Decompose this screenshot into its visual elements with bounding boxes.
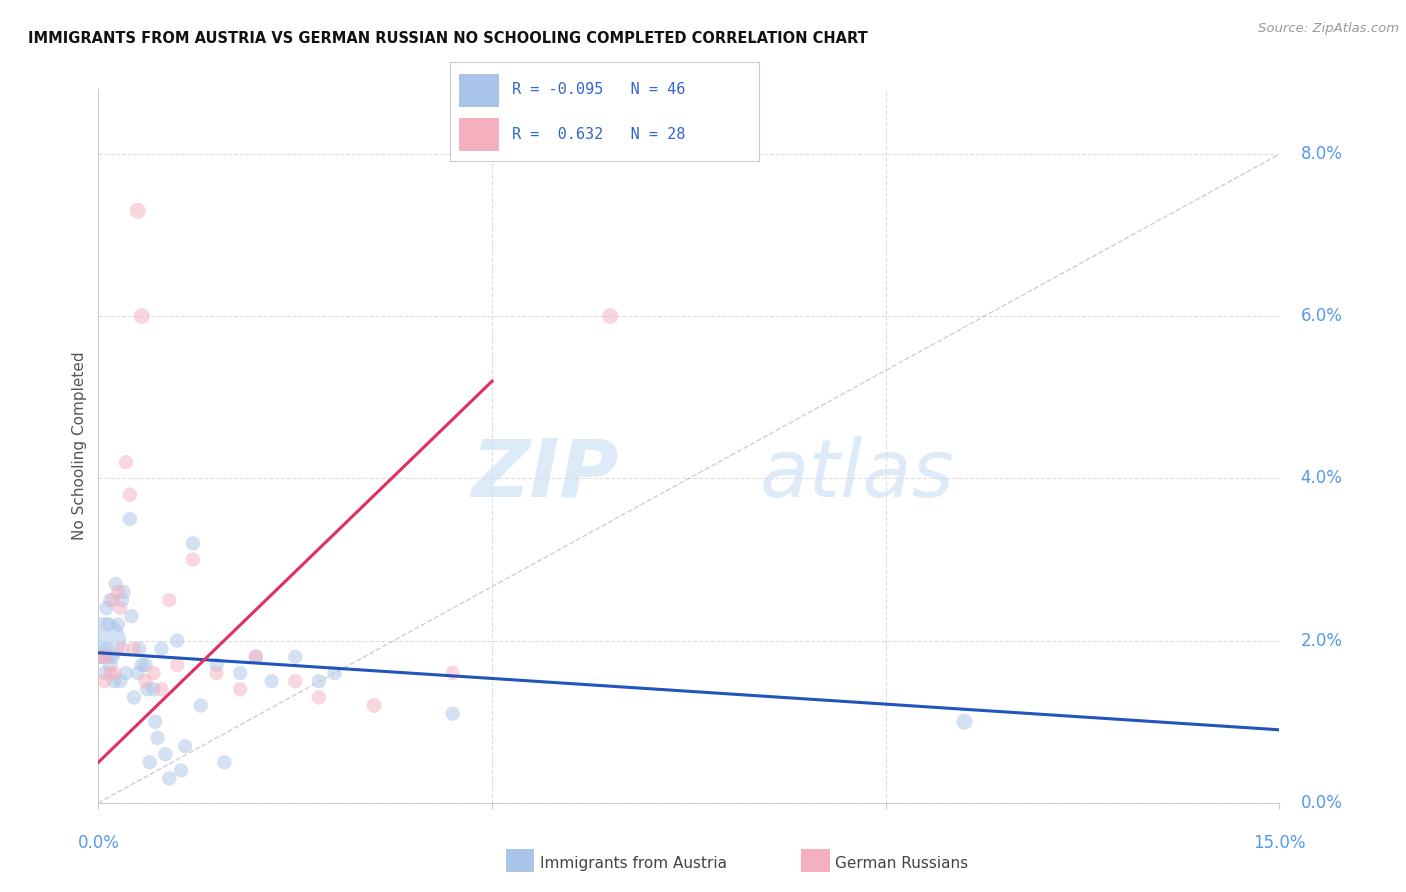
- Point: [91, 649, 114, 664]
- Point: [96, 601, 118, 615]
- Point: [96, 649, 118, 664]
- Bar: [460, 74, 499, 107]
- Point: [174, 739, 197, 753]
- Point: [441, 706, 464, 721]
- Point: [111, 641, 134, 656]
- Point: [146, 731, 169, 745]
- Point: [205, 666, 228, 681]
- Point: [363, 698, 385, 713]
- Point: [953, 714, 976, 729]
- Point: [131, 310, 153, 324]
- Point: [103, 674, 125, 689]
- Point: [150, 641, 173, 656]
- Point: [112, 585, 135, 599]
- Point: [143, 714, 166, 729]
- Point: [170, 764, 193, 778]
- Point: [157, 593, 180, 607]
- Text: 0.0%: 0.0%: [1301, 794, 1343, 812]
- Point: [131, 657, 153, 672]
- Point: [107, 617, 129, 632]
- Text: ZIP: ZIP: [471, 435, 619, 514]
- Point: [157, 772, 180, 786]
- Text: R =  0.632   N = 28: R = 0.632 N = 28: [512, 127, 685, 142]
- Point: [323, 666, 346, 681]
- Point: [214, 756, 236, 770]
- Point: [104, 577, 127, 591]
- Point: [245, 649, 267, 664]
- Text: R = -0.095   N = 46: R = -0.095 N = 46: [512, 82, 685, 97]
- Point: [96, 641, 118, 656]
- Point: [115, 666, 138, 681]
- Point: [308, 674, 330, 689]
- Point: [205, 657, 228, 672]
- Point: [441, 666, 464, 681]
- Text: Immigrants from Austria: Immigrants from Austria: [540, 856, 727, 871]
- Point: [127, 203, 149, 218]
- Point: [284, 674, 307, 689]
- Point: [142, 666, 165, 681]
- Point: [308, 690, 330, 705]
- Point: [142, 682, 165, 697]
- Point: [135, 674, 157, 689]
- Point: [181, 552, 204, 566]
- Point: [150, 682, 173, 697]
- Point: [128, 641, 150, 656]
- Point: [118, 512, 141, 526]
- Point: [91, 649, 114, 664]
- Point: [136, 682, 159, 697]
- Point: [122, 641, 145, 656]
- Point: [284, 649, 307, 664]
- Point: [110, 674, 132, 689]
- Text: German Russians: German Russians: [835, 856, 969, 871]
- Point: [245, 649, 267, 664]
- Y-axis label: No Schooling Completed: No Schooling Completed: [72, 351, 87, 541]
- Point: [107, 585, 129, 599]
- Point: [138, 756, 160, 770]
- Point: [155, 747, 177, 761]
- Text: atlas: atlas: [759, 435, 955, 514]
- Point: [135, 657, 157, 672]
- Point: [229, 682, 252, 697]
- Point: [98, 666, 121, 681]
- Point: [127, 666, 149, 681]
- Text: Source: ZipAtlas.com: Source: ZipAtlas.com: [1258, 22, 1399, 36]
- Point: [118, 488, 141, 502]
- Point: [166, 657, 188, 672]
- Text: 15.0%: 15.0%: [1253, 834, 1306, 852]
- Point: [98, 657, 121, 672]
- Text: IMMIGRANTS FROM AUSTRIA VS GERMAN RUSSIAN NO SCHOOLING COMPLETED CORRELATION CHA: IMMIGRANTS FROM AUSTRIA VS GERMAN RUSSIA…: [28, 31, 868, 46]
- Point: [111, 593, 134, 607]
- Point: [260, 674, 283, 689]
- Point: [93, 666, 115, 681]
- Point: [93, 674, 115, 689]
- Point: [101, 593, 124, 607]
- Point: [110, 601, 132, 615]
- Point: [91, 633, 114, 648]
- Point: [166, 633, 188, 648]
- Bar: [460, 119, 499, 151]
- Text: 2.0%: 2.0%: [1301, 632, 1343, 649]
- Point: [101, 649, 124, 664]
- Text: 0.0%: 0.0%: [77, 834, 120, 852]
- Point: [121, 609, 143, 624]
- Text: 8.0%: 8.0%: [1301, 145, 1343, 163]
- Point: [122, 690, 145, 705]
- Text: 4.0%: 4.0%: [1301, 469, 1343, 487]
- Point: [98, 593, 121, 607]
- Point: [599, 310, 621, 324]
- Point: [181, 536, 204, 550]
- Point: [97, 617, 120, 632]
- Point: [103, 666, 125, 681]
- Point: [229, 666, 252, 681]
- Text: 6.0%: 6.0%: [1301, 307, 1343, 326]
- Point: [115, 455, 138, 469]
- Point: [190, 698, 212, 713]
